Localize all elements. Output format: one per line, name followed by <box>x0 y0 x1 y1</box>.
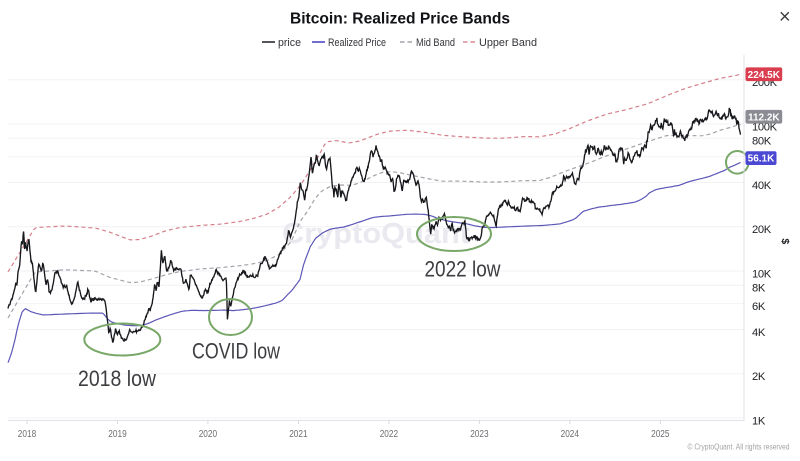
svg-text:1K: 1K <box>752 415 766 427</box>
svg-text:2023: 2023 <box>470 429 489 440</box>
svg-text:2K: 2K <box>752 371 766 383</box>
svg-text:224.5K: 224.5K <box>748 70 781 81</box>
svg-text:2019: 2019 <box>108 429 127 440</box>
svg-text:2022 low: 2022 low <box>425 257 501 282</box>
svg-text:CryptoQuant: CryptoQuant <box>282 218 470 250</box>
svg-text:$: $ <box>779 238 791 244</box>
svg-text:2018 low: 2018 low <box>78 366 156 391</box>
svg-text:100K: 100K <box>752 121 778 133</box>
svg-text:Mid Band: Mid Band <box>416 37 455 49</box>
svg-text:Realized Price: Realized Price <box>328 37 386 49</box>
svg-text:Bitcoin: Realized Price Bands: Bitcoin: Realized Price Bands <box>290 11 510 28</box>
svg-text:© CryptoQuant. All rights rese: © CryptoQuant. All rights reserved <box>688 442 790 452</box>
svg-text:8K: 8K <box>752 283 766 295</box>
svg-text:56.1K: 56.1K <box>748 154 775 165</box>
svg-text:80K: 80K <box>752 136 772 148</box>
svg-text:2022: 2022 <box>380 429 399 440</box>
svg-text:Upper Band: Upper Band <box>479 37 537 49</box>
svg-text:2021: 2021 <box>289 429 308 440</box>
svg-text:40K: 40K <box>752 180 772 192</box>
svg-text:10K: 10K <box>752 268 772 280</box>
svg-text:4K: 4K <box>752 327 766 339</box>
svg-text:20K: 20K <box>752 224 772 236</box>
svg-text:112.2K: 112.2K <box>748 112 780 123</box>
svg-text:2025: 2025 <box>651 429 670 440</box>
svg-text:6K: 6K <box>752 301 766 313</box>
svg-text:COVID low: COVID low <box>192 339 280 364</box>
svg-text:2020: 2020 <box>199 429 218 440</box>
svg-text:price: price <box>278 37 301 49</box>
svg-text:2024: 2024 <box>561 429 580 440</box>
svg-text:2018: 2018 <box>18 429 37 440</box>
